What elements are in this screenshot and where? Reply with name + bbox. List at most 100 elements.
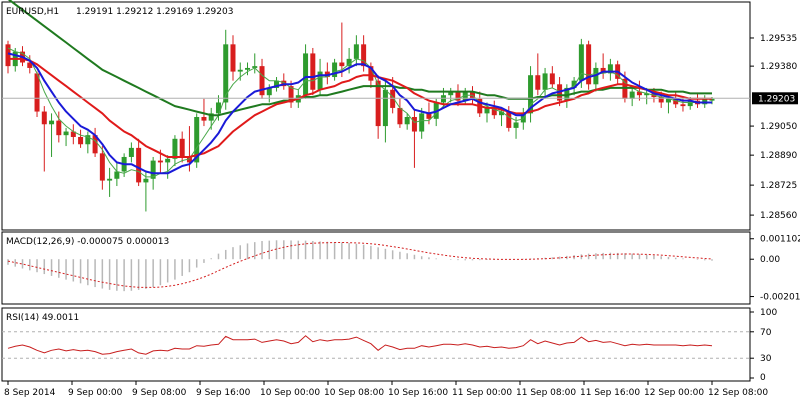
macd-signal-line: [7, 242, 713, 288]
candle-body: [535, 75, 541, 90]
time-tick-label: 10 Sep 00:00: [260, 388, 320, 398]
rsi-tick-label: 30: [760, 354, 772, 364]
candle: [382, 80, 388, 143]
candle: [411, 109, 417, 168]
candle: [107, 167, 113, 197]
candle-body: [172, 138, 178, 159]
time-tick-label: 8 Sep 2014: [4, 388, 56, 398]
candle: [607, 58, 613, 81]
ma-blue-line: [7, 52, 712, 175]
candle: [499, 107, 505, 127]
candle-body: [186, 156, 192, 163]
candle-body: [41, 111, 47, 125]
candle: [85, 131, 91, 154]
time-tick-label: 9 Sep 08:00: [132, 388, 187, 398]
candle-body: [586, 44, 592, 85]
candle: [542, 67, 548, 99]
candle-body: [63, 131, 69, 136]
candle-body: [542, 73, 548, 90]
candle-body: [673, 98, 679, 105]
candle: [56, 111, 62, 143]
candle: [34, 71, 40, 117]
rsi-label: RSI(14) 49.0011: [6, 313, 79, 323]
candle-body: [499, 111, 505, 116]
candle: [353, 35, 359, 67]
moving-averages-layer: [7, 0, 712, 178]
candle-body: [440, 95, 446, 103]
ma-thin-line: [7, 47, 712, 178]
macd-layer: 0.001102 0.00 -0.00201: [7, 235, 800, 303]
candle: [274, 77, 280, 92]
candle: [70, 124, 76, 145]
candle-body: [99, 153, 105, 181]
candle: [361, 35, 367, 72]
candle: [215, 95, 221, 121]
candle-body: [448, 91, 454, 96]
candle-body: [252, 66, 258, 68]
candle-body: [230, 44, 236, 72]
candle-body: [411, 117, 417, 132]
time-tick-label: 11 Sep 16:00: [580, 388, 640, 398]
time-tick-label: 12 Sep 00:00: [644, 388, 704, 398]
candle-body: [455, 91, 461, 101]
candle: [390, 77, 396, 114]
candle: [165, 155, 171, 179]
candle-body: [549, 73, 555, 85]
candle: [636, 80, 642, 101]
candle: [404, 113, 410, 130]
macd-label: MACD(12,26,9) -0.000075 0.000013: [6, 237, 169, 247]
price-tick-label: 1.28560: [760, 211, 797, 221]
candle: [310, 47, 316, 96]
rsi-tick-label: 0: [760, 373, 766, 383]
candle: [629, 86, 635, 107]
candle: [5, 40, 11, 74]
ma-red-line: [8, 57, 712, 158]
candle-body: [317, 71, 323, 90]
candle-body: [462, 91, 468, 101]
macd-tick-label: 0.00: [760, 255, 780, 265]
candle: [332, 58, 338, 81]
candle-body: [70, 131, 76, 137]
candle-body: [223, 44, 229, 103]
candle: [92, 127, 98, 157]
candle-body: [259, 66, 265, 96]
candle-body: [27, 62, 33, 68]
candle-body: [245, 67, 251, 70]
candle-body: [680, 104, 686, 107]
candle-body: [288, 86, 294, 103]
time-tick-label: 11 Sep 00:00: [452, 388, 512, 398]
candle-body: [92, 135, 98, 154]
candle: [346, 47, 352, 74]
candle: [528, 66, 534, 123]
candle-body: [629, 91, 635, 99]
candle-body: [215, 102, 221, 114]
candle-body: [404, 117, 410, 125]
candle-body: [346, 58, 352, 67]
candle-body: [390, 89, 396, 108]
candle-body: [107, 178, 113, 181]
candle: [252, 53, 258, 74]
candle-body: [339, 62, 345, 67]
candle-body: [310, 53, 316, 90]
candle-body: [201, 117, 207, 121]
candle-body: [382, 89, 388, 127]
price-tick-label: 1.29535: [760, 34, 797, 44]
rsi-tick-label: 70: [760, 328, 772, 338]
candle: [506, 106, 512, 132]
candle: [419, 107, 425, 139]
candle-body: [644, 93, 650, 96]
rsi-layer: 100 70 30 0: [2, 308, 777, 383]
candle: [448, 87, 454, 103]
candle-body: [49, 120, 55, 125]
candle-body: [491, 107, 497, 116]
candle-body: [56, 120, 62, 136]
candle: [63, 127, 69, 147]
candle: [535, 53, 541, 96]
time-tick-label: 10 Sep 16:00: [388, 388, 448, 398]
candle: [128, 142, 134, 163]
candle-body: [687, 100, 693, 107]
candle-body: [274, 80, 280, 88]
candle: [230, 35, 236, 81]
candle: [143, 171, 149, 212]
